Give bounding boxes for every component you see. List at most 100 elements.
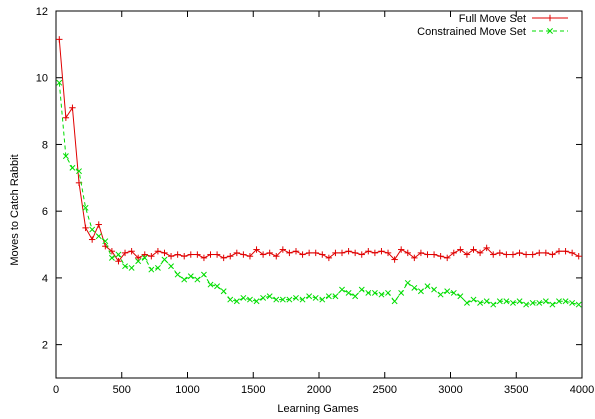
data-point [266, 249, 273, 257]
data-point [167, 253, 175, 260]
data-point [378, 248, 385, 255]
data-point [135, 258, 142, 265]
series-line-constrained-move-set [58, 82, 579, 306]
data-point [503, 298, 510, 305]
data-point [555, 248, 563, 255]
y-tick-label: 8 [42, 139, 48, 151]
data-point [207, 281, 214, 288]
data-point [345, 248, 352, 255]
data-point [477, 299, 484, 306]
legend-label-constrained-move-set: Constrained Move Set [417, 26, 526, 38]
data-point [371, 249, 379, 257]
data-point [168, 263, 175, 270]
data-point [542, 249, 550, 257]
data-point [417, 249, 425, 257]
data-point [69, 104, 76, 111]
x-tick-label: 2000 [307, 384, 331, 396]
data-point [352, 293, 359, 300]
data-point [430, 251, 438, 258]
data-point [398, 289, 405, 296]
data-point [200, 271, 207, 278]
data-point [411, 254, 418, 262]
data-point [424, 283, 431, 290]
data-point [522, 251, 530, 258]
data-point [89, 226, 96, 233]
data-point [299, 296, 306, 303]
data-point [154, 248, 162, 255]
data-point [293, 294, 299, 301]
data-point [187, 273, 194, 280]
x-axis-label: Learning Games [277, 403, 359, 414]
data-point [509, 251, 517, 258]
data-point [516, 298, 523, 305]
data-point [233, 298, 240, 305]
data-point [134, 254, 142, 262]
data-point [128, 248, 135, 255]
data-point [358, 251, 365, 258]
legend-label-full-move-set: Full Move Set [459, 13, 526, 25]
data-point [391, 256, 398, 263]
data-point [227, 296, 234, 303]
data-point [306, 293, 313, 300]
data-point [88, 236, 96, 243]
data-point [82, 204, 89, 211]
data-point [273, 296, 280, 303]
data-point [319, 296, 326, 303]
x-tick-label: 4000 [570, 384, 594, 396]
data-point [279, 246, 287, 253]
data-point [529, 251, 536, 258]
data-point [286, 296, 293, 303]
data-point [536, 299, 543, 306]
data-point [220, 288, 227, 295]
data-point [365, 289, 372, 296]
data-point [404, 279, 411, 286]
data-point [115, 251, 122, 258]
x-tick-label: 3500 [504, 384, 528, 396]
data-point [345, 289, 352, 296]
data-point [503, 251, 510, 258]
data-point [391, 298, 398, 305]
data-point [194, 276, 201, 283]
y-axis-label: Moves to Catch Rabbit [9, 154, 21, 265]
data-point [549, 301, 556, 308]
data-point [200, 254, 208, 262]
data-point [463, 299, 470, 306]
data-point [266, 293, 273, 300]
data-point [312, 249, 319, 257]
data-point [95, 221, 102, 228]
data-point [562, 248, 569, 255]
data-point [496, 298, 503, 305]
legend-marker-constrained-move-set [547, 28, 553, 34]
legend: Full Move Set Constrained Move Set [417, 13, 568, 38]
data-point [450, 249, 457, 257]
data-point [213, 251, 221, 258]
data-point [305, 249, 313, 257]
y-tick-label: 2 [42, 340, 48, 352]
data-point [450, 289, 457, 296]
data-point [457, 246, 464, 253]
data-point [371, 289, 378, 296]
data-point [457, 293, 464, 300]
data-point [56, 79, 63, 86]
series-full-move-set [56, 36, 582, 265]
data-point [339, 286, 345, 293]
legend-marker-full-move-set [546, 14, 554, 22]
data-point [312, 294, 319, 301]
data-point [214, 283, 221, 290]
y-tick-label: 4 [42, 273, 48, 285]
x-tick-label: 500 [113, 384, 131, 396]
data-point [62, 114, 70, 121]
data-point [417, 288, 424, 295]
data-point [470, 246, 477, 253]
data-point [358, 286, 365, 293]
data-point [108, 254, 115, 261]
data-point [253, 298, 260, 305]
y-tick-label: 12 [36, 6, 48, 18]
data-point [247, 296, 253, 303]
data-point [233, 249, 241, 257]
x-tick-label: 3000 [438, 384, 462, 396]
data-point [536, 249, 543, 257]
data-point [181, 276, 188, 283]
